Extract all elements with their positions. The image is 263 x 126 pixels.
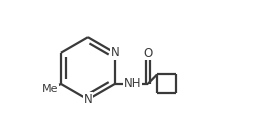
Text: N: N [84, 93, 92, 106]
Text: O: O [143, 47, 153, 60]
Text: N: N [110, 46, 119, 59]
Text: NH: NH [124, 77, 141, 90]
Text: Me: Me [42, 84, 58, 94]
